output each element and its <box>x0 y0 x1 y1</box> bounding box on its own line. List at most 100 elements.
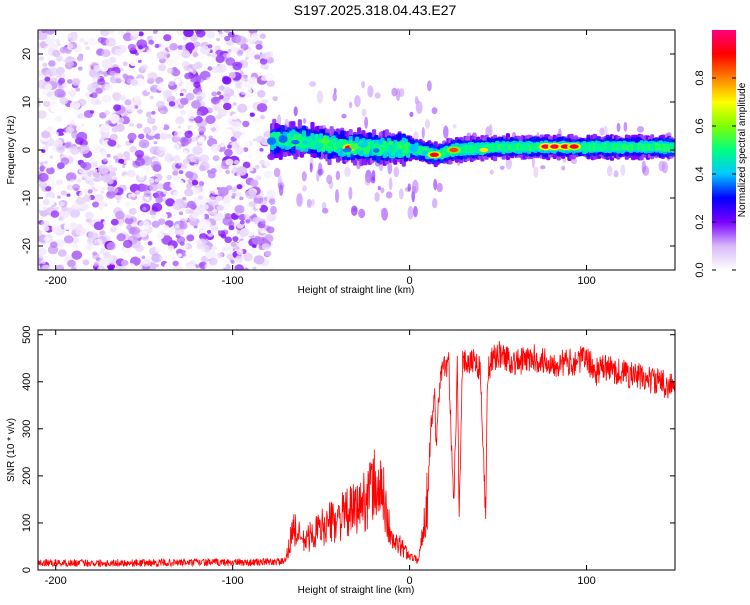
signal-speckle <box>309 81 316 87</box>
signal-speckle <box>381 207 388 221</box>
noise-speckle <box>210 52 218 59</box>
noise-speckle <box>217 186 229 197</box>
noise-speckle <box>183 65 190 71</box>
noise-speckle <box>199 165 206 172</box>
noise-speckle <box>151 161 161 170</box>
spectrogram-x-label: Height of straight line (km) <box>298 285 415 296</box>
noise-speckle <box>174 224 180 229</box>
noise-speckle <box>242 161 251 169</box>
noise-speckle <box>159 132 169 141</box>
noise-speckle <box>129 58 138 67</box>
noise-speckle <box>114 194 122 201</box>
noise-speckle <box>230 241 237 247</box>
noise-speckle <box>135 251 143 258</box>
noise-speckle <box>89 157 96 164</box>
noise-speckle <box>238 240 249 250</box>
noise-speckle <box>193 81 201 88</box>
signal-speckle <box>561 165 566 171</box>
noise-speckle <box>76 131 88 142</box>
noise-speckle <box>234 264 244 270</box>
noise-speckle <box>98 164 109 175</box>
signal-speckle <box>431 198 438 209</box>
noise-speckle <box>77 223 83 228</box>
signal-speckle <box>278 184 284 196</box>
colorbar-ticks: 0.0 0.2 0.4 0.6 0.8 <box>694 70 736 278</box>
noise-speckle <box>244 91 252 99</box>
noise-speckle <box>252 217 260 223</box>
noise-speckle <box>134 190 141 196</box>
noise-speckle <box>61 205 68 212</box>
signal-speckle <box>642 165 650 176</box>
signal-speckle <box>641 160 646 174</box>
track-blob <box>386 144 394 153</box>
noise-speckle <box>204 263 212 270</box>
noise-speckle <box>206 229 212 234</box>
signal-speckle <box>411 190 416 203</box>
noise-speckle <box>196 30 206 38</box>
noise-speckle <box>115 210 125 220</box>
track-blob <box>278 135 288 143</box>
noise-speckle <box>106 119 112 125</box>
noise-speckle <box>71 78 81 86</box>
noise-speckle <box>178 170 184 175</box>
noise-speckle <box>92 251 98 256</box>
noise-speckle <box>198 136 205 142</box>
noise-speckle <box>169 43 178 51</box>
snr-x-label: Height of straight line (km) <box>298 585 415 596</box>
noise-speckle <box>75 87 81 92</box>
noise-speckle <box>221 247 226 251</box>
noise-speckle <box>192 52 199 58</box>
noise-speckle <box>124 201 131 207</box>
noise-speckle <box>227 144 232 149</box>
noise-speckle <box>254 164 260 170</box>
noise-speckle <box>113 104 122 112</box>
noise-speckle <box>59 201 65 207</box>
noise-speckle <box>50 103 62 113</box>
y-tick-label: 500 <box>21 326 33 344</box>
noise-speckle <box>63 223 72 230</box>
track-blob <box>357 142 369 148</box>
snr-series <box>38 340 675 568</box>
noise-speckle <box>192 63 199 70</box>
noise-speckle <box>99 123 111 133</box>
noise-speckle <box>183 30 194 38</box>
track-blob <box>342 148 352 153</box>
y-tick-label: 300 <box>21 420 33 438</box>
signal-speckle <box>332 92 337 102</box>
noise-speckle <box>46 166 55 175</box>
noise-speckle <box>128 207 137 215</box>
noise-speckle <box>100 190 105 194</box>
noise-speckle <box>54 131 59 136</box>
noise-speckle <box>186 234 195 242</box>
noise-speckle <box>198 126 207 133</box>
noise-speckle <box>129 122 134 127</box>
noise-speckle <box>215 49 224 57</box>
noise-speckle <box>65 126 75 134</box>
noise-speckle <box>199 262 205 267</box>
snr-x-ticks: -200 -100 0 100 <box>45 330 596 587</box>
noise-speckle <box>260 86 265 90</box>
noise-speckle <box>176 236 186 244</box>
noise-speckle <box>83 41 89 46</box>
noise-speckle <box>185 252 192 258</box>
noise-speckle <box>138 45 143 50</box>
noise-speckle <box>181 50 191 59</box>
noise-speckle <box>165 198 175 207</box>
noise-speckle <box>154 178 160 183</box>
noise-speckle <box>49 155 54 159</box>
noise-speckle <box>180 163 188 170</box>
noise-speckle <box>216 63 227 73</box>
noise-speckle <box>143 126 152 134</box>
noise-speckle <box>159 110 165 114</box>
x-tick-label: -200 <box>45 575 67 587</box>
noise-speckle <box>76 178 82 183</box>
noise-speckle <box>66 193 71 197</box>
noise-speckle <box>147 117 156 125</box>
y-tick-label: 100 <box>21 514 33 532</box>
noise-speckle <box>233 159 240 165</box>
figure-title: S197.2025.318.04.43.E27 <box>294 2 457 18</box>
noise-speckle <box>101 186 106 191</box>
noise-speckle <box>168 227 177 236</box>
noise-speckle <box>41 30 47 34</box>
noise-speckle <box>77 66 83 71</box>
